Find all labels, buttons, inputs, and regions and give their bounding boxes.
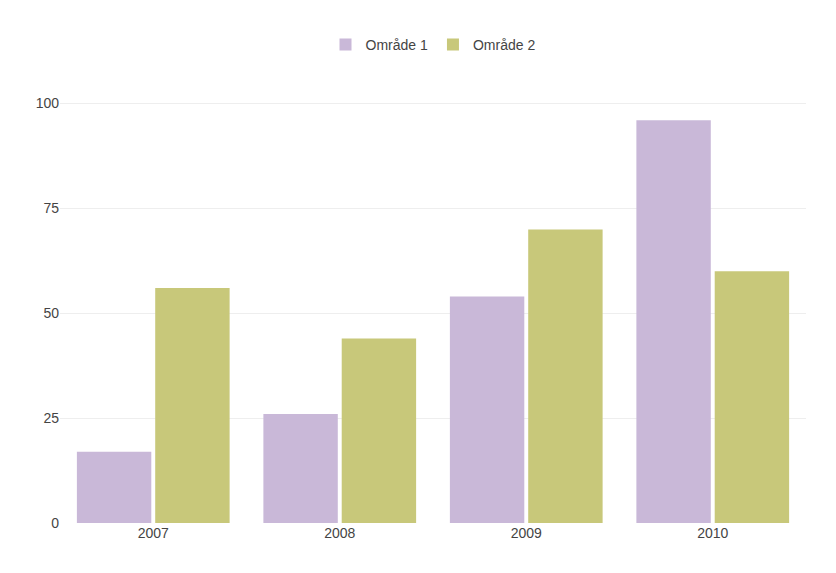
svg-text:2009: 2009 — [511, 525, 542, 541]
svg-text:Område 2: Område 2 — [473, 37, 535, 53]
svg-text:75: 75 — [43, 200, 59, 216]
svg-text:100: 100 — [36, 95, 60, 111]
svg-text:50: 50 — [43, 305, 59, 321]
svg-text:2007: 2007 — [138, 525, 169, 541]
svg-text:25: 25 — [43, 410, 59, 426]
svg-text:0: 0 — [51, 515, 59, 531]
svg-text:2008: 2008 — [324, 525, 355, 541]
svg-text:2010: 2010 — [697, 525, 728, 541]
svg-text:Område 1: Område 1 — [366, 37, 428, 53]
